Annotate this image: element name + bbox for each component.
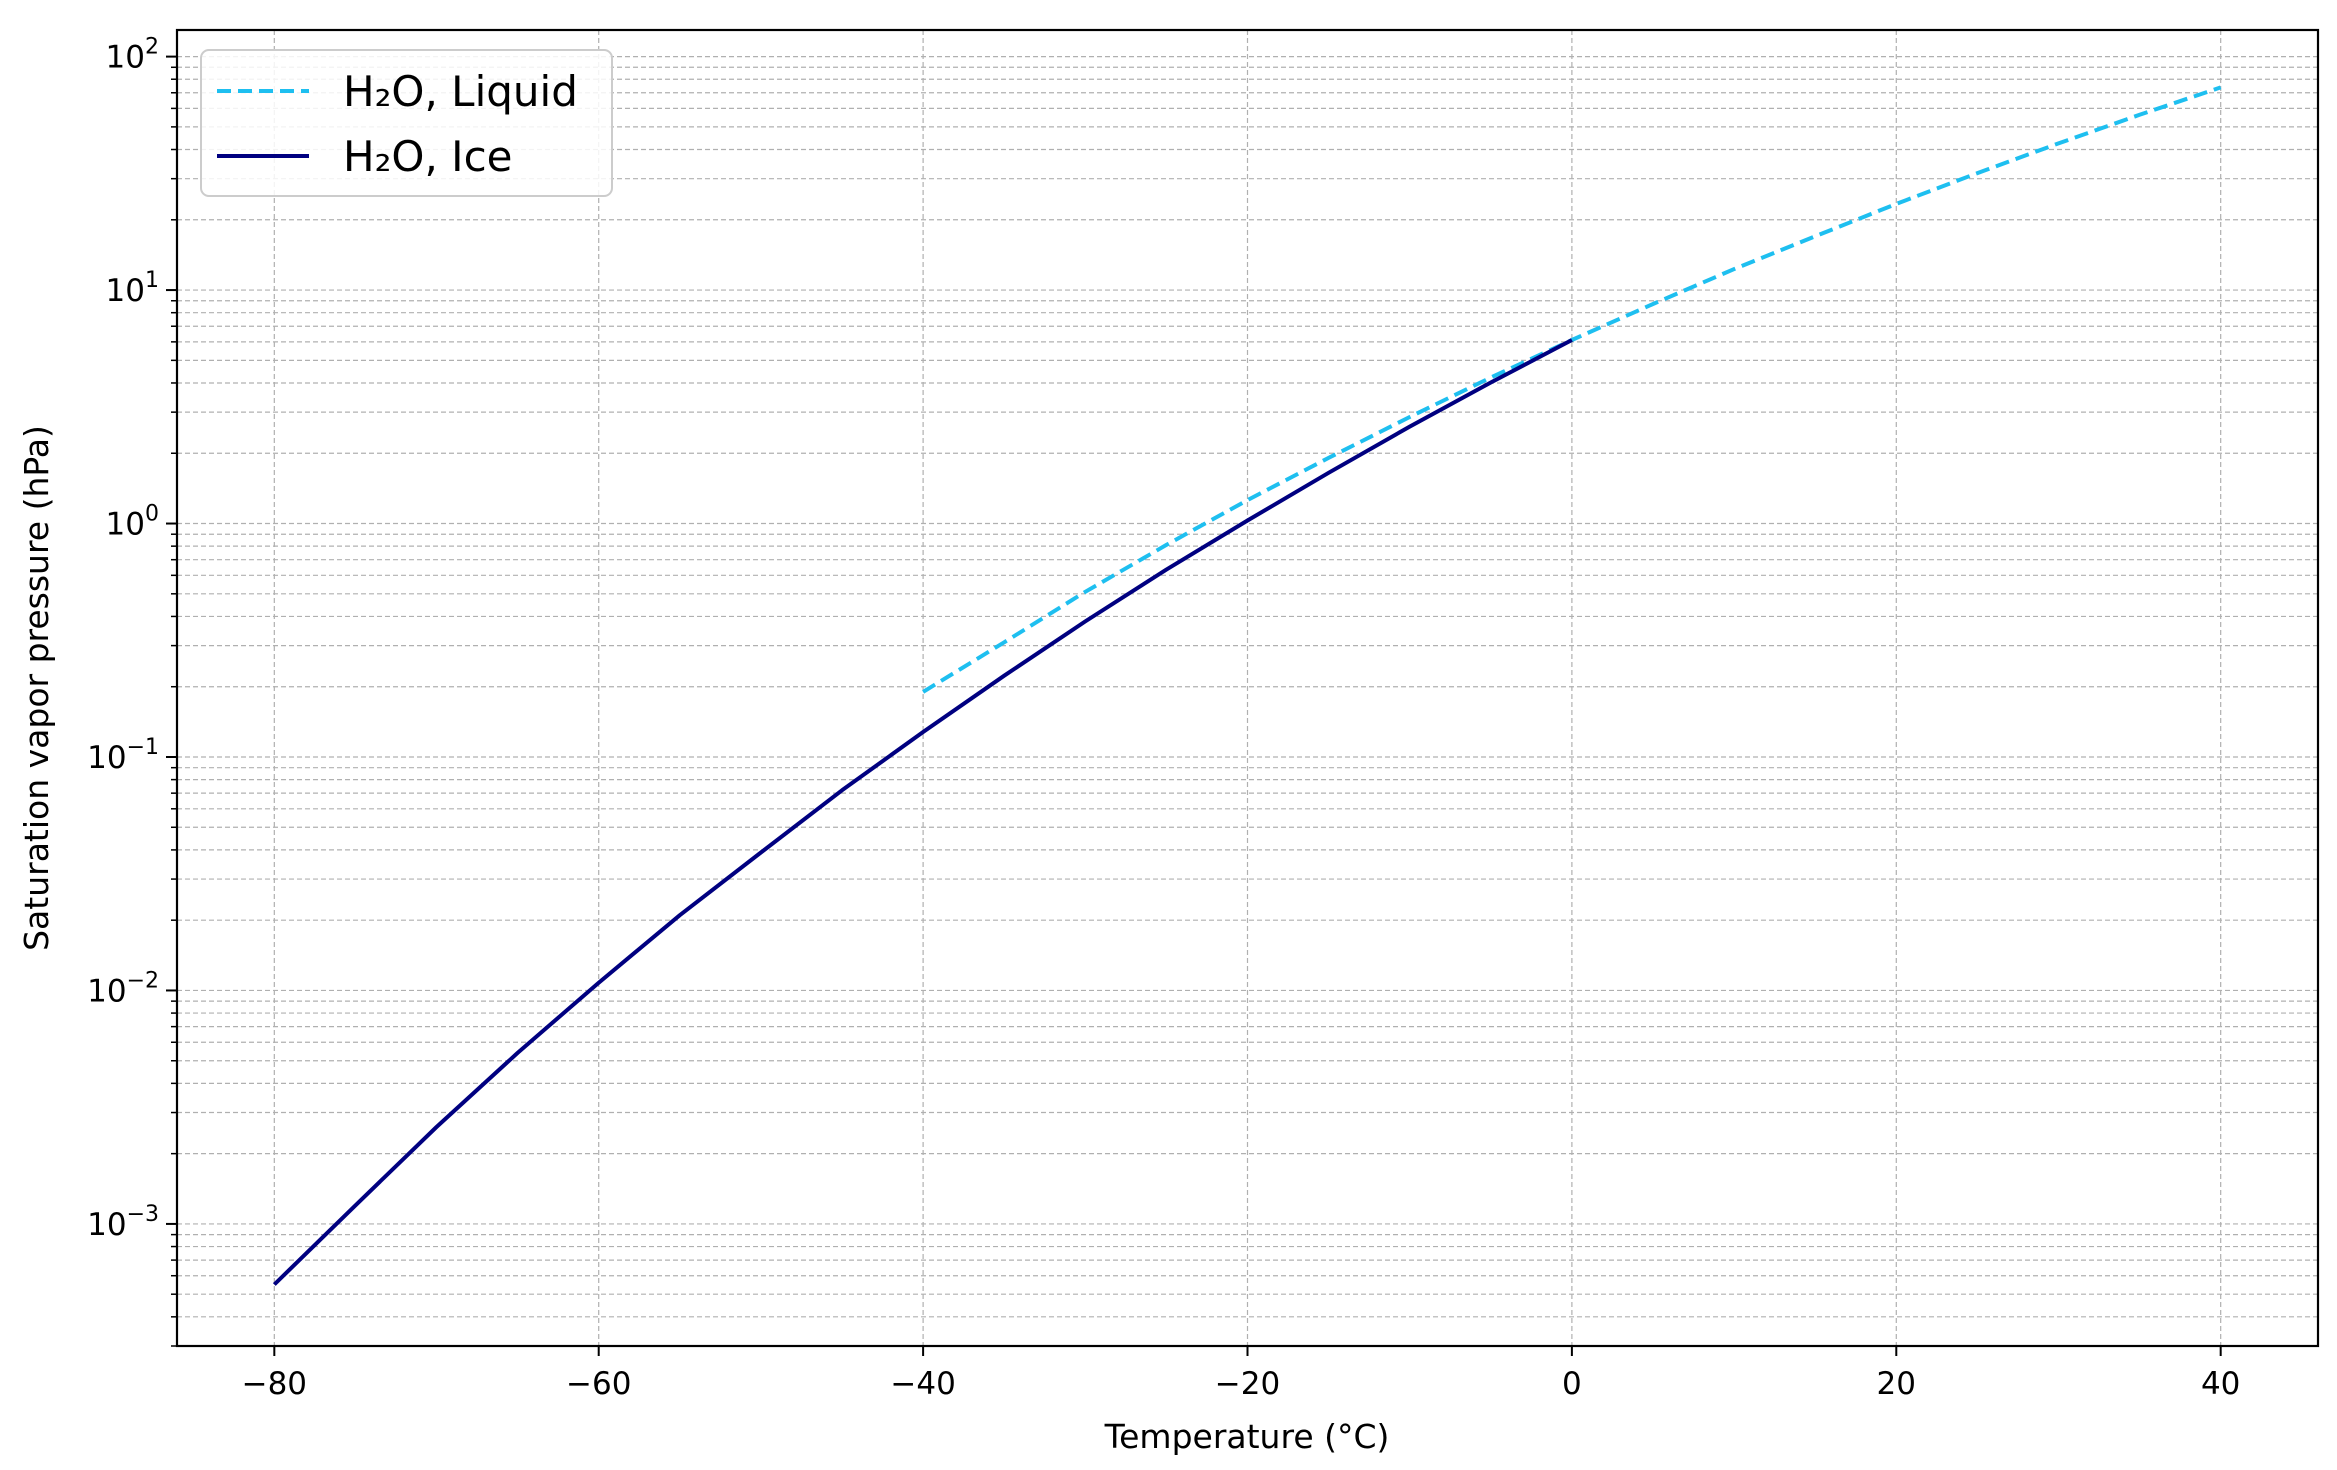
legend-label-liquid: H₂O, Liquid bbox=[343, 67, 578, 116]
x-tick-label: −20 bbox=[1215, 1366, 1280, 1402]
x-tick-label: 40 bbox=[2201, 1366, 2240, 1402]
y-tick-label: 10−3 bbox=[87, 1202, 159, 1243]
series-line-ice bbox=[272, 338, 1573, 1286]
y-tick-label: 102 bbox=[106, 35, 159, 76]
x-tick-label: 0 bbox=[1562, 1366, 1582, 1402]
legend-label-ice: H₂O, Ice bbox=[343, 132, 513, 181]
y-tick-label: 10−2 bbox=[87, 968, 159, 1009]
y-axis-label: Saturation vapor pressure (hPa) bbox=[17, 425, 56, 951]
y-tick-label: 101 bbox=[106, 268, 159, 309]
x-axis-label: Temperature (°C) bbox=[1104, 1417, 1390, 1456]
x-tick-label: −40 bbox=[890, 1366, 955, 1402]
legend: H₂O, Liquid H₂O, Ice bbox=[200, 49, 613, 197]
x-tick-label: −60 bbox=[566, 1366, 631, 1402]
y-tick-label: 100 bbox=[106, 502, 159, 543]
x-axis-ticks: −80 −60 −40 −20 0 20 40 bbox=[242, 1346, 2240, 1402]
x-tick-label: −80 bbox=[242, 1366, 307, 1402]
x-grid bbox=[273, 30, 2222, 1346]
y-axis-ticks: 10−3 10−2 10−1 100 101 102 bbox=[87, 35, 177, 1347]
y-tick-label: 10−1 bbox=[87, 735, 159, 776]
legend-box bbox=[200, 49, 613, 197]
plot-series bbox=[272, 85, 2222, 1286]
x-tick-label: 20 bbox=[1877, 1366, 1916, 1402]
